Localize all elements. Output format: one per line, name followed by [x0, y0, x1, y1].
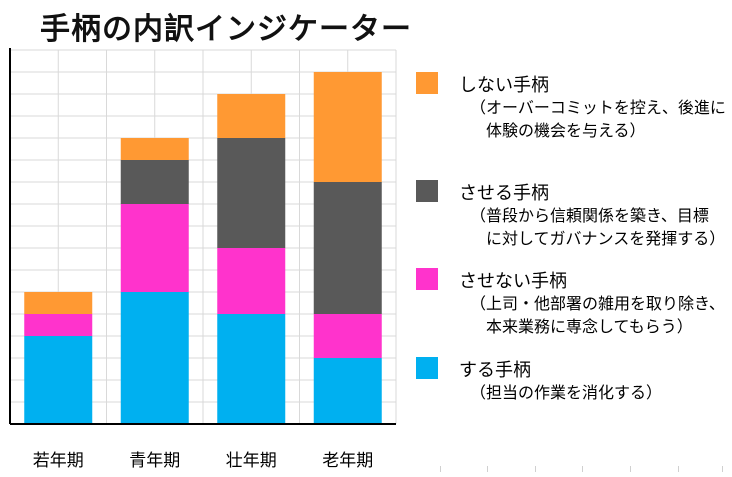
faint-tick [678, 466, 679, 472]
legend-label-3: する手柄 [459, 360, 531, 381]
bars [24, 72, 382, 424]
bar-segment-1-1 [120, 204, 189, 292]
legend-label-1: させる手柄 [459, 183, 549, 204]
bar-segment-1-2 [120, 160, 189, 204]
bar-segment-2-1 [217, 248, 286, 314]
bar-chart: 若年期 青年期 壮年期 老年期 [9, 48, 397, 471]
bar-segment-3-2 [313, 182, 382, 314]
legend-desc-1: （普段から信頼関係を築き、目標 に対してガバナンスを発揮する） [470, 206, 726, 248]
axes [9, 48, 396, 425]
x-tick-label: 壮年期 [226, 451, 277, 471]
bar-segment-0-0 [24, 336, 93, 424]
bar-segment-2-2 [217, 138, 286, 248]
legend-desc-3: （担当の作業を消化する） [470, 383, 663, 402]
bar-segment-2-3 [217, 94, 286, 138]
legend-swatch-3 [416, 357, 438, 379]
bar-segment-3-0 [313, 358, 382, 424]
faint-tick [630, 466, 631, 472]
legend-swatch-2 [416, 268, 438, 290]
bar-segment-0-1 [24, 314, 93, 336]
legend-desc-0: （オーバーコミットを控え、後進に 体験の機会を与える） [470, 98, 726, 140]
bar-segment-1-3 [120, 138, 189, 160]
x-tick-labels: 若年期 青年期 壮年期 老年期 [33, 451, 374, 471]
x-tick-label: 老年期 [322, 451, 373, 471]
legend-desc-2: （上司・他部署の雑用を取り除き、 本来業務に専念してもらう） [470, 294, 725, 336]
legend-label-2: させない手柄 [459, 271, 567, 292]
chart-title: 手柄の内訳インジケーター [40, 12, 412, 47]
legend-label-0: しない手柄 [459, 75, 549, 96]
bar-segment-1-0 [120, 292, 189, 424]
faint-tick [722, 466, 723, 472]
legend-swatch-1 [416, 180, 438, 202]
legend-swatch-0 [416, 72, 438, 94]
faint-tick [535, 466, 536, 472]
x-tick-label: 青年期 [129, 451, 180, 471]
bar-segment-3-1 [313, 314, 382, 358]
x-tick-label: 若年期 [33, 451, 84, 471]
faint-tick [582, 466, 583, 472]
faint-tick [440, 466, 441, 472]
bar-segment-3-3 [313, 72, 382, 182]
bar-segment-2-0 [217, 314, 286, 424]
faint-tick [487, 466, 488, 472]
bar-segment-0-3 [24, 292, 93, 314]
